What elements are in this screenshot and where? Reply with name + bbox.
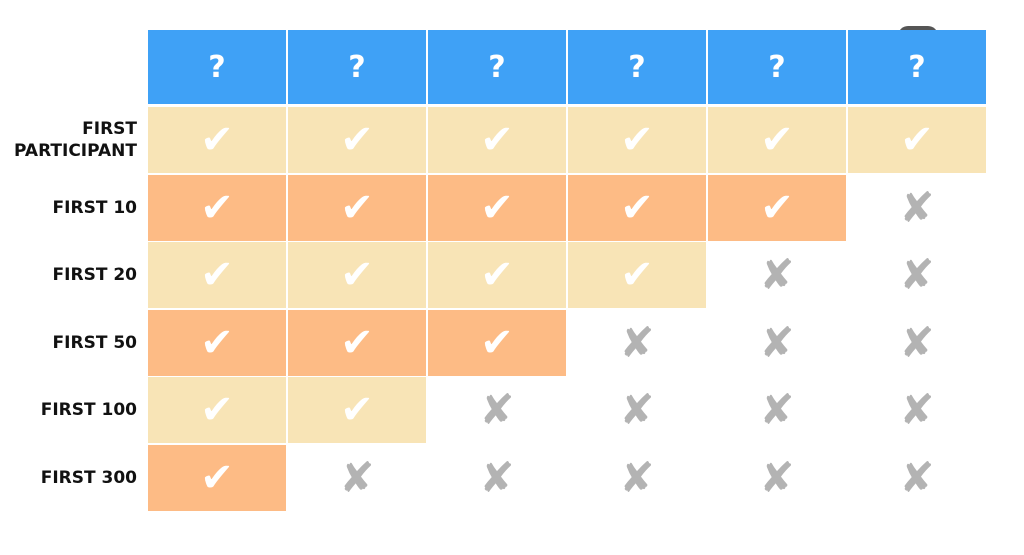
row-label: FIRST 300 (40, 468, 137, 488)
checkmark-icon: ✔ (620, 252, 654, 298)
included-cell: ✔ (288, 310, 426, 376)
included-cell: ✔ (428, 242, 566, 308)
cross-icon: ✘ (899, 385, 935, 434)
cross-icon: ✘ (759, 453, 795, 502)
excluded-cell: ✘ (708, 242, 846, 308)
cross-icon: ✘ (619, 318, 655, 367)
excluded-cell: ✘ (428, 445, 566, 511)
excluded-cell: ✘ (848, 175, 986, 241)
cross-icon: ✘ (899, 318, 935, 367)
row-label: FIRST 100 (40, 400, 137, 420)
excluded-cell: ✘ (848, 310, 986, 376)
header-cell: ? (428, 30, 566, 104)
excluded-cell: ✘ (708, 310, 846, 376)
included-cell: ✔ (288, 377, 426, 443)
excluded-cell: ✘ (568, 445, 706, 511)
included-cell: ✔ (428, 107, 566, 173)
checkmark-icon: ✔ (340, 387, 374, 433)
excluded-cell: ✘ (848, 445, 986, 511)
checkmark-icon: ✔ (480, 320, 514, 366)
header-cell: ? (288, 30, 426, 104)
included-cell: ✔ (428, 310, 566, 376)
row-label: FIRST 10 (52, 198, 137, 218)
cross-icon: ✘ (759, 318, 795, 367)
excluded-cell: ✘ (568, 377, 706, 443)
cross-icon: ✘ (759, 250, 795, 299)
included-cell: ✔ (148, 107, 286, 173)
checkmark-icon: ✔ (340, 117, 374, 163)
row-label: FIRST 50 (52, 333, 137, 353)
included-cell: ✔ (288, 175, 426, 241)
cross-icon: ✘ (899, 183, 935, 232)
checkmark-icon: ✔ (900, 117, 934, 163)
excluded-cell: ✘ (428, 377, 566, 443)
included-cell: ✔ (148, 445, 286, 511)
excluded-cell: ✘ (288, 445, 426, 511)
checkmark-icon: ✔ (620, 117, 654, 163)
included-cell: ✔ (148, 242, 286, 308)
included-cell: ✔ (288, 242, 426, 308)
included-cell: ✔ (568, 242, 706, 308)
included-cell: ✔ (568, 107, 706, 173)
checkmark-icon: ✔ (480, 252, 514, 298)
checkmark-icon: ✔ (200, 185, 234, 231)
checkmark-icon: ✔ (340, 185, 374, 231)
included-cell: ✔ (428, 175, 566, 241)
cross-icon: ✘ (339, 453, 375, 502)
excluded-cell: ✘ (848, 242, 986, 308)
included-cell: ✔ (148, 310, 286, 376)
cross-icon: ✘ (619, 385, 655, 434)
included-cell: ✔ (708, 175, 846, 241)
excluded-cell: ✘ (708, 445, 846, 511)
cross-icon: ✘ (479, 453, 515, 502)
checkmark-icon: ✔ (480, 117, 514, 163)
included-cell: ✔ (148, 377, 286, 443)
checkmark-icon: ✔ (480, 185, 514, 231)
included-cell: ✔ (288, 107, 426, 173)
row-label: FIRST PARTICIPANT (14, 119, 137, 161)
cross-icon: ✘ (619, 453, 655, 502)
checkmark-icon: ✔ (200, 252, 234, 298)
cross-icon: ✘ (479, 385, 515, 434)
cross-icon: ✘ (899, 453, 935, 502)
header-cell: ? (848, 30, 986, 104)
included-cell: ✔ (148, 175, 286, 241)
checkmark-icon: ✔ (200, 387, 234, 433)
header-cell: ? (568, 30, 706, 104)
checkmark-icon: ✔ (620, 185, 654, 231)
excluded-cell: ✘ (848, 377, 986, 443)
included-cell: ✔ (568, 175, 706, 241)
checkmark-icon: ✔ (760, 117, 794, 163)
row-label: FIRST 20 (52, 265, 137, 285)
included-cell: ✔ (848, 107, 986, 173)
included-cell: ✔ (708, 107, 846, 173)
checkmark-icon: ✔ (340, 320, 374, 366)
excluded-cell: ✘ (568, 310, 706, 376)
checkmark-icon: ✔ (760, 185, 794, 231)
cross-icon: ✘ (899, 250, 935, 299)
checkmark-icon: ✔ (200, 320, 234, 366)
header-cell: ? (708, 30, 846, 104)
checkmark-icon: ✔ (340, 252, 374, 298)
checkmark-icon: ✔ (200, 455, 234, 501)
excluded-cell: ✘ (708, 377, 846, 443)
header-cell: ? (148, 30, 286, 104)
checkmark-icon: ✔ (200, 117, 234, 163)
cross-icon: ✘ (759, 385, 795, 434)
